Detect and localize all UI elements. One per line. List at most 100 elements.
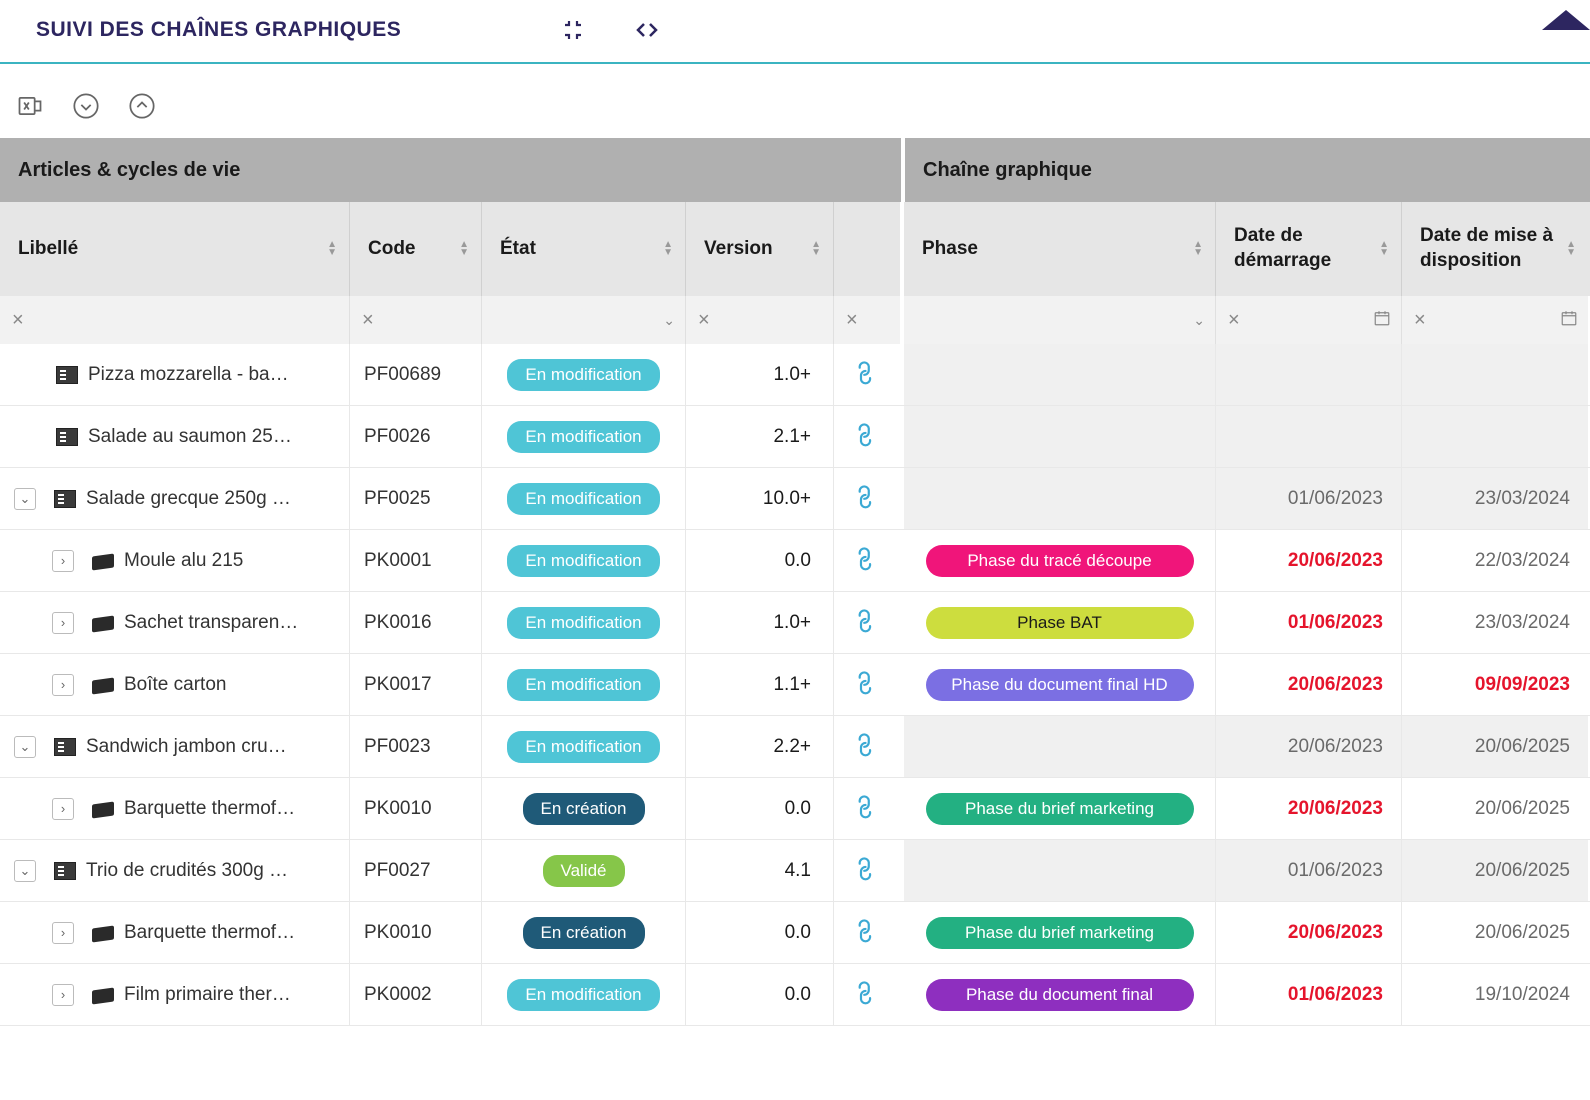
- cell-date-demarrage: [1216, 406, 1402, 467]
- sort-icon[interactable]: ▲▼: [1379, 241, 1389, 257]
- libelle-text: Salade grecque 250g …: [86, 488, 291, 510]
- link-icon[interactable]: [849, 915, 884, 950]
- cell-version: 1.1+: [686, 654, 834, 715]
- filter-version[interactable]: ×: [686, 296, 834, 344]
- table-row[interactable]: Salade au saumon 25…PF0026En modificatio…: [0, 406, 1590, 468]
- col-header-libelle[interactable]: Libellé ▲▼: [0, 202, 350, 296]
- col-header-phase[interactable]: Phase ▲▼: [904, 202, 1216, 296]
- cell-version: 10.0+: [686, 468, 834, 529]
- col-label: Date de démarrage: [1234, 224, 1379, 273]
- link-icon[interactable]: [849, 977, 884, 1012]
- expand-toggle[interactable]: ›: [52, 798, 74, 820]
- chevron-down-icon[interactable]: ⌄: [663, 312, 675, 329]
- col-header-date-demarrage[interactable]: Date de démarrage ▲▼: [1216, 202, 1402, 296]
- table-row[interactable]: ›Boîte cartonPK0017En modification1.1+Ph…: [0, 654, 1590, 716]
- col-header-etat[interactable]: État ▲▼: [482, 202, 686, 296]
- cell-date-demarrage: 01/06/2023: [1216, 964, 1402, 1025]
- expand-toggle[interactable]: ›: [52, 612, 74, 634]
- col-label: Version: [704, 238, 773, 260]
- table-row[interactable]: ›Barquette thermof…PK0010En création0.0P…: [0, 778, 1590, 840]
- clear-filter-icon[interactable]: ×: [362, 309, 374, 332]
- sort-icon[interactable]: ▲▼: [663, 241, 673, 257]
- table-row[interactable]: Pizza mozzarella - ba…PF00689En modifica…: [0, 344, 1590, 406]
- cell-code: PK0010: [350, 902, 482, 963]
- filter-date-dispo[interactable]: ×: [1402, 296, 1588, 344]
- clear-filter-icon[interactable]: ×: [698, 309, 710, 332]
- group-header-articles: Articles & cycles de vie: [0, 138, 905, 202]
- filter-link[interactable]: ×: [834, 296, 904, 344]
- link-icon[interactable]: [849, 729, 884, 764]
- filter-phase[interactable]: ⌄: [904, 296, 1216, 344]
- cell-phase: Phase du brief marketing: [904, 778, 1216, 839]
- link-icon[interactable]: [849, 543, 884, 578]
- table-row[interactable]: ›Sachet transparen…PK0016En modification…: [0, 592, 1590, 654]
- clear-filter-icon[interactable]: ×: [1414, 309, 1426, 332]
- expand-toggle[interactable]: ›: [52, 550, 74, 572]
- filter-libelle[interactable]: ×: [0, 296, 350, 344]
- link-icon[interactable]: [849, 481, 884, 516]
- chevron-down-icon[interactable]: ⌄: [1193, 312, 1205, 329]
- link-icon[interactable]: [849, 853, 884, 888]
- collapse-toggle[interactable]: ⌄: [14, 488, 36, 510]
- cell-date-demarrage: 01/06/2023: [1216, 592, 1402, 653]
- cell-etat: En modification: [482, 716, 686, 777]
- calendar-icon[interactable]: [1373, 309, 1391, 332]
- cell-phase: Phase du document final: [904, 964, 1216, 1025]
- status-badge: En création: [523, 917, 645, 949]
- expand-toggle[interactable]: ›: [52, 674, 74, 696]
- cell-phase: Phase du tracé découpe: [904, 530, 1216, 591]
- cell-code: PF0025: [350, 468, 482, 529]
- clear-filter-icon[interactable]: ×: [1228, 309, 1240, 332]
- table-row[interactable]: ›Moule alu 215PK0001En modification0.0Ph…: [0, 530, 1590, 592]
- link-icon[interactable]: [849, 667, 884, 702]
- cell-version: 2.2+: [686, 716, 834, 777]
- collapse-toggle[interactable]: ⌄: [14, 736, 36, 758]
- sort-icon[interactable]: ▲▼: [1193, 241, 1203, 257]
- table-row[interactable]: ›Film primaire ther…PK0002En modificatio…: [0, 964, 1590, 1026]
- cell-libelle: ⌄Trio de crudités 300g …: [0, 840, 350, 901]
- sort-icon[interactable]: ▲▼: [327, 241, 337, 257]
- status-badge: En modification: [507, 607, 659, 639]
- filter-code[interactable]: ×: [350, 296, 482, 344]
- libelle-text: Pizza mozzarella - ba…: [88, 364, 289, 386]
- collapse-all-icon[interactable]: [128, 92, 156, 120]
- col-header-date-dispo[interactable]: Date de mise à disposition ▲▼: [1402, 202, 1588, 296]
- clear-filter-icon[interactable]: ×: [12, 309, 24, 332]
- calendar-icon[interactable]: [1560, 309, 1578, 332]
- table-row[interactable]: ⌄Salade grecque 250g …PF0025En modificat…: [0, 468, 1590, 530]
- col-header-version[interactable]: Version ▲▼: [686, 202, 834, 296]
- cell-link: [834, 964, 904, 1025]
- sort-icon[interactable]: ▲▼: [1566, 241, 1576, 257]
- cell-phase: Phase BAT: [904, 592, 1216, 653]
- link-icon[interactable]: [849, 605, 884, 640]
- filter-date-demarrage[interactable]: ×: [1216, 296, 1402, 344]
- code-icon[interactable]: [635, 18, 659, 42]
- link-icon[interactable]: [849, 357, 884, 392]
- col-label: Phase: [922, 238, 978, 260]
- cell-date-dispo: 20/06/2025: [1402, 778, 1588, 839]
- scroll-up-icon[interactable]: [1542, 10, 1590, 30]
- clear-filter-icon[interactable]: ×: [846, 309, 858, 332]
- libelle-text: Barquette thermof…: [124, 798, 295, 820]
- filter-etat[interactable]: ⌄: [482, 296, 686, 344]
- expand-toggle[interactable]: ›: [52, 984, 74, 1006]
- link-icon[interactable]: [849, 419, 884, 454]
- table-row[interactable]: ›Barquette thermof…PK0010En création0.0P…: [0, 902, 1590, 964]
- expand-toggle[interactable]: ›: [52, 922, 74, 944]
- export-excel-icon[interactable]: [16, 92, 44, 120]
- table-row[interactable]: ⌄Trio de crudités 300g …PF0027Validé4.10…: [0, 840, 1590, 902]
- cell-version: 0.0: [686, 778, 834, 839]
- expand-all-icon[interactable]: [72, 92, 100, 120]
- collapse-icon[interactable]: [561, 18, 585, 42]
- cell-date-dispo: [1402, 344, 1588, 405]
- phase-badge: Phase du document final: [926, 979, 1194, 1011]
- cell-link: [834, 344, 904, 405]
- collapse-toggle[interactable]: ⌄: [14, 860, 36, 882]
- sort-icon[interactable]: ▲▼: [811, 241, 821, 257]
- cell-version: 2.1+: [686, 406, 834, 467]
- status-badge: En modification: [507, 979, 659, 1011]
- col-header-code[interactable]: Code ▲▼: [350, 202, 482, 296]
- table-row[interactable]: ⌄Sandwich jambon cru…PF0023En modificati…: [0, 716, 1590, 778]
- link-icon[interactable]: [849, 791, 884, 826]
- sort-icon[interactable]: ▲▼: [459, 241, 469, 257]
